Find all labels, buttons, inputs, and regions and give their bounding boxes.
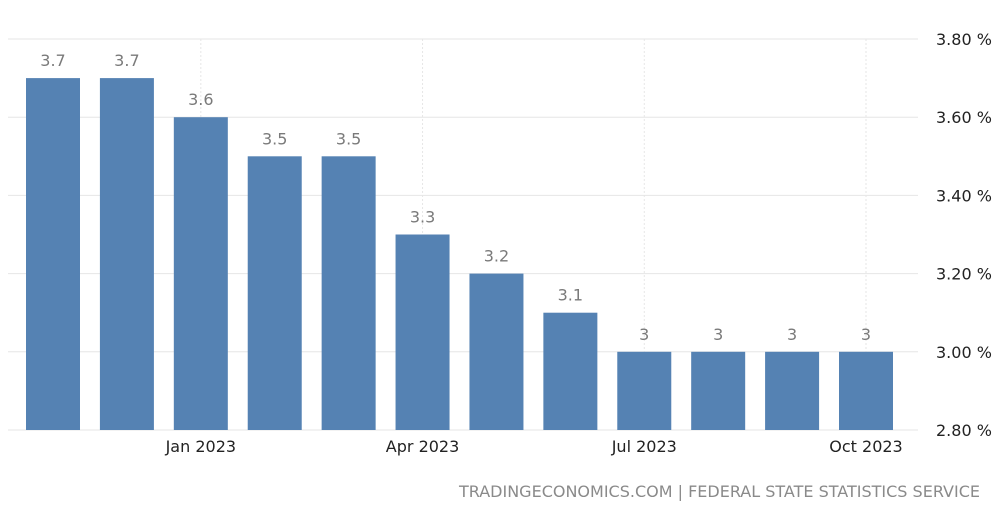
y-tick-label: 2.80 % [936,421,992,440]
data-label: 3.6 [188,90,213,109]
y-tick-label: 3.40 % [936,186,992,205]
bar [617,351,672,430]
source-credit: TRADINGECONOMICS.COM | FEDERAL STATE STA… [458,482,980,501]
data-label: 3.5 [336,129,361,148]
data-label: 3.1 [558,286,583,305]
bars [26,78,893,431]
y-tick-label: 3.00 % [936,343,992,362]
data-label: 3 [713,325,723,344]
x-tick-label: Jan 2023 [165,437,236,456]
x-axis: Jan 2023 Apr 2023 Jul 2023 Oct 2023 [165,437,903,456]
data-label: 3 [639,325,649,344]
bar [543,312,598,430]
bar [173,117,228,430]
bar [247,156,302,431]
y-tick-label: 3.20 % [936,265,992,284]
x-tick-label: Apr 2023 [386,437,459,456]
x-tick-label: Oct 2023 [829,437,902,456]
data-label: 3 [861,325,871,344]
data-label: 3.7 [40,51,65,70]
bar [99,78,154,430]
bar [691,351,746,430]
bar [839,351,893,430]
data-label: 3.7 [114,51,139,70]
data-label: 3.3 [410,208,435,227]
bar [26,78,80,430]
bar [321,156,376,431]
bar [765,351,820,430]
bar [395,234,450,430]
data-label: 3.2 [484,247,509,266]
y-tick-label: 3.60 % [936,108,992,127]
bar [469,273,524,430]
data-label: 3.5 [262,129,287,148]
y-axis: 2.80 % 3.00 % 3.20 % 3.40 % 3.60 % 3.80 % [936,30,992,440]
x-tick-label: Jul 2023 [611,437,677,456]
data-labels: 3.7 3.7 3.6 3.5 3.5 3.3 3.2 3.1 3 3 3 3 [40,51,871,344]
data-label: 3 [787,325,797,344]
y-tick-label: 3.80 % [936,30,992,49]
